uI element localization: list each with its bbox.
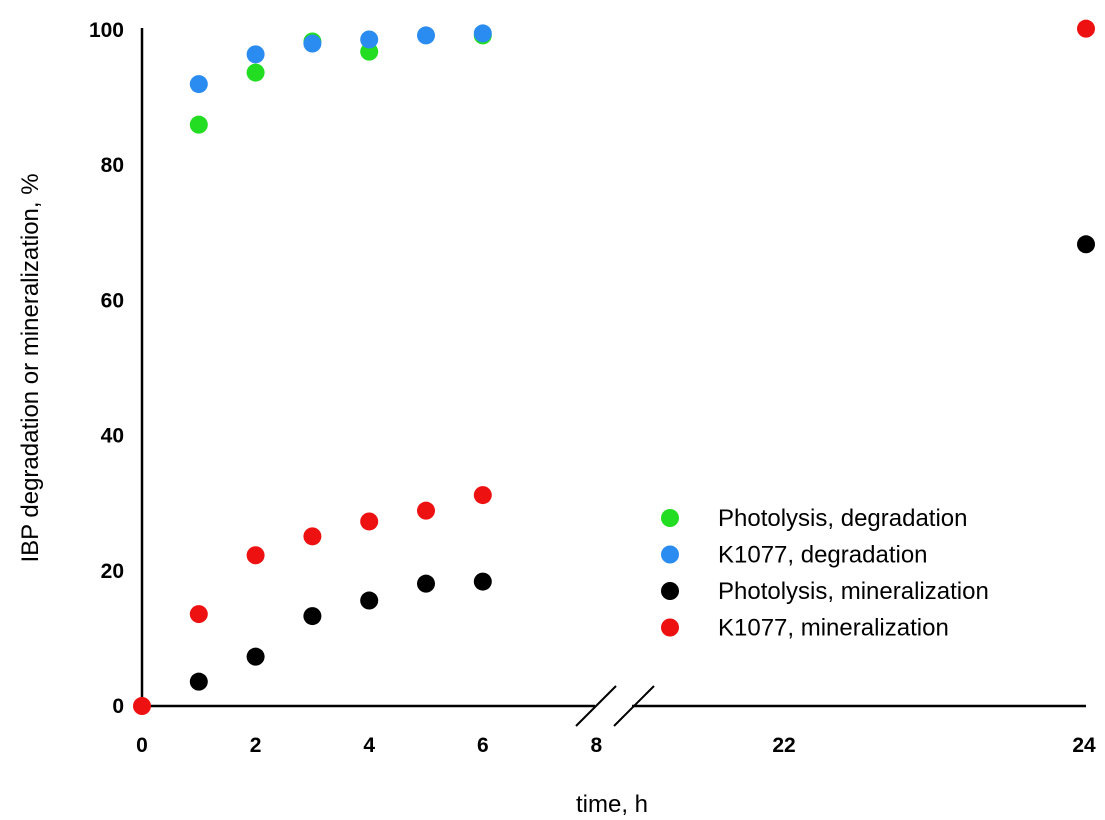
x-tick-label: 24	[1072, 734, 1096, 757]
data-points	[133, 20, 1095, 715]
legend-label: K1077, degradation	[718, 542, 928, 569]
x-tick-label: 2	[250, 734, 262, 757]
legend-label: Photolysis, mineralization	[718, 578, 989, 605]
y-tick-label: 80	[101, 154, 124, 177]
data-point	[190, 605, 208, 623]
data-point	[303, 607, 321, 625]
data-point	[1077, 235, 1095, 253]
legend-marker	[661, 619, 679, 637]
y-tick-label: 100	[89, 19, 124, 42]
legend-marker	[661, 546, 679, 564]
x-axis-title: time, h	[576, 791, 648, 818]
data-point	[474, 24, 492, 42]
x-tick-labels: 0 2 4 6 8 22 24	[136, 734, 1096, 757]
y-axis-title: IBP degradation or mineralization, %	[17, 173, 44, 562]
y-tick-label: 60	[101, 289, 124, 312]
data-point	[417, 502, 435, 520]
series-3	[133, 20, 1095, 715]
data-point	[360, 30, 378, 48]
y-tick-label: 0	[112, 695, 124, 718]
series-2	[190, 235, 1095, 690]
data-point	[190, 75, 208, 93]
x-tick-label: 8	[591, 734, 603, 757]
legend-label: Photolysis, degradation	[718, 505, 968, 532]
data-point	[1077, 20, 1095, 38]
legend-label: K1077, mineralization	[718, 615, 949, 642]
x-tick-label: 22	[772, 734, 795, 757]
data-point	[303, 527, 321, 545]
y-tick-labels: 0 20 40 60 80 100	[89, 19, 124, 718]
data-point	[190, 116, 208, 134]
data-point	[417, 575, 435, 593]
data-point	[247, 648, 265, 666]
data-point	[360, 592, 378, 610]
series-1	[190, 24, 492, 93]
data-point	[474, 573, 492, 591]
x-tick-label: 6	[477, 734, 489, 757]
data-point	[303, 35, 321, 53]
y-tick-label: 40	[101, 425, 124, 448]
data-point	[133, 697, 151, 715]
data-point	[417, 26, 435, 44]
legend-marker	[661, 582, 679, 600]
x-tick-label: 0	[136, 734, 148, 757]
data-point	[247, 64, 265, 82]
data-point	[190, 673, 208, 691]
data-point	[474, 486, 492, 504]
legend: Photolysis, degradation K1077, degradatio…	[661, 505, 989, 642]
legend-marker	[661, 509, 679, 527]
y-tick-label: 20	[101, 560, 124, 583]
x-tick-label: 4	[363, 734, 375, 757]
series-0	[190, 26, 492, 133]
data-point	[247, 546, 265, 564]
data-point	[360, 512, 378, 530]
data-point	[247, 45, 265, 63]
